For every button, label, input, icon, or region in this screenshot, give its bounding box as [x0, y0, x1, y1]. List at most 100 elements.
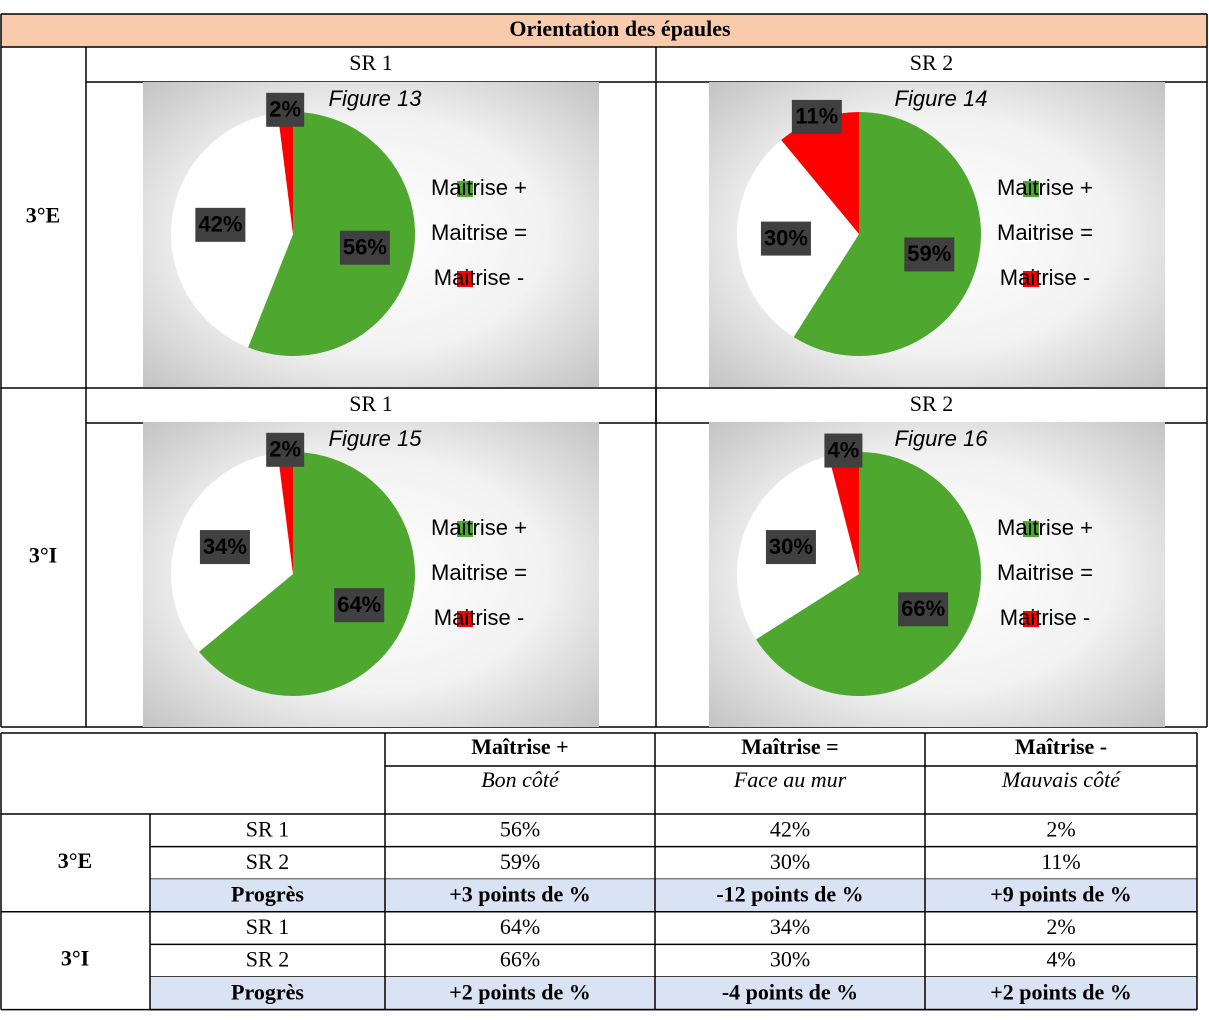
column-header: SR 2 — [910, 50, 953, 75]
data-label-box — [339, 230, 390, 265]
table-cell: Progrès — [231, 882, 304, 907]
table-cell: +3 points de % — [449, 882, 591, 907]
data-label-box — [904, 237, 955, 272]
legend-swatch — [1023, 226, 1039, 242]
chart: 66% 30% 4% Figure 16 Maitrise + Maitrise = Mai… — [709, 422, 1165, 727]
chart: 56% 42% 2% Figure 13 Maitrise + Maitrise = Mai… — [143, 82, 599, 387]
legend-label: Maitrise + — [431, 175, 527, 200]
legend-label: Maitrise + — [997, 515, 1093, 540]
column-header: Maîtrise - — [1015, 734, 1107, 759]
column-header: Maîtrise = — [741, 734, 838, 759]
table-cell: 2% — [1046, 914, 1075, 939]
chart-title: Figure 16 — [895, 426, 989, 451]
data-label: 59% — [907, 241, 951, 266]
data-label-box — [824, 433, 863, 468]
legend-swatch — [1023, 611, 1039, 627]
table-cell: SR 2 — [246, 947, 289, 972]
table-cell: +2 points de % — [990, 979, 1132, 1004]
table-cell: 34% — [770, 914, 810, 939]
table-cell: +9 points de % — [990, 882, 1132, 907]
legend-swatch — [457, 226, 473, 242]
data-label: 34% — [203, 534, 247, 559]
table-cell: 2% — [1046, 816, 1075, 841]
data-label: 2% — [269, 437, 301, 462]
column-subheader: Mauvais côté — [1001, 767, 1121, 792]
legend-label: Maitrise = — [997, 220, 1093, 245]
legend-swatch — [457, 181, 473, 197]
data-label: 4% — [828, 437, 860, 462]
progress-row — [150, 879, 1197, 912]
table-cell: 66% — [500, 947, 540, 972]
legend-swatch — [1023, 521, 1039, 537]
column-subheader: Face au mur — [733, 767, 847, 792]
table-cell: +2 points de % — [449, 979, 591, 1004]
column-header: SR 1 — [349, 50, 392, 75]
data-label-box — [791, 99, 842, 134]
table-cell: SR 1 — [246, 816, 289, 841]
data-label: 56% — [343, 235, 387, 260]
data-label-box — [266, 92, 305, 127]
data-label: 2% — [269, 97, 301, 122]
table-cell: 64% — [500, 914, 540, 939]
data-label-box — [898, 592, 949, 627]
legend-swatch — [1023, 271, 1039, 287]
pie-slice — [198, 452, 415, 696]
legend-label: Maitrise - — [1000, 605, 1090, 630]
legend-label: Maitrise = — [431, 220, 527, 245]
data-label-box — [195, 207, 246, 242]
pie-slice — [755, 452, 981, 696]
legend-swatch — [457, 521, 473, 537]
legend-label: Maitrise + — [997, 175, 1093, 200]
data-label-box — [266, 432, 305, 467]
data-label-box — [334, 588, 385, 623]
document-title: Orientation des épaules — [509, 16, 731, 41]
chart-title: Figure 14 — [895, 86, 988, 111]
legend-swatch — [1023, 181, 1039, 197]
table-cell: 56% — [500, 816, 540, 841]
pie-slice — [248, 112, 415, 356]
legend-swatch — [457, 611, 473, 627]
legend-swatch — [457, 566, 473, 582]
data-label: 64% — [337, 592, 381, 617]
data-label: 42% — [198, 212, 242, 237]
legend-label: Maitrise + — [431, 515, 527, 540]
title-row — [1, 14, 1208, 47]
table-cell: 30% — [770, 849, 810, 874]
column-header: SR 2 — [910, 391, 953, 416]
group-label: 3°I — [61, 946, 89, 971]
data-label: 11% — [795, 104, 838, 129]
chart: 64% 34% 2% Figure 15 Maitrise + Maitrise = Mai… — [143, 422, 599, 727]
pie-slice — [828, 452, 859, 574]
legend-label: Maitrise = — [431, 560, 527, 585]
data-label: 30% — [769, 534, 813, 559]
progress-row — [150, 977, 1197, 1010]
legend-label: Maitrise - — [1000, 265, 1090, 290]
pie-slice — [793, 112, 981, 356]
data-label-box — [199, 530, 250, 565]
legend-label: Maitrise - — [434, 605, 524, 630]
table-cell: -12 points de % — [716, 882, 863, 907]
table-cell: -4 points de % — [722, 979, 858, 1004]
column-subheader: Bon côté — [481, 767, 560, 792]
table-cell: 11% — [1041, 849, 1081, 874]
group-label: 3°E — [58, 848, 92, 873]
column-header: SR 1 — [349, 391, 392, 416]
table-cell: 4% — [1046, 947, 1075, 972]
legend-swatch — [457, 271, 473, 287]
table-cell: 30% — [770, 947, 810, 972]
table-cell: SR 1 — [246, 914, 289, 939]
pie-slice — [277, 452, 293, 574]
table-cell: 42% — [770, 816, 810, 841]
chart-title: Figure 15 — [329, 426, 423, 451]
group-label: 3°E — [26, 203, 60, 228]
group-label: 3°I — [29, 543, 57, 568]
legend-label: Maitrise = — [997, 560, 1093, 585]
data-label: 30% — [764, 225, 808, 250]
table-cell: SR 2 — [246, 849, 289, 874]
data-label-box — [760, 221, 811, 256]
table-cell: 59% — [500, 849, 540, 874]
legend-label: Maitrise - — [434, 265, 524, 290]
column-header: Maîtrise + — [471, 734, 568, 759]
chart-title: Figure 13 — [329, 86, 423, 111]
